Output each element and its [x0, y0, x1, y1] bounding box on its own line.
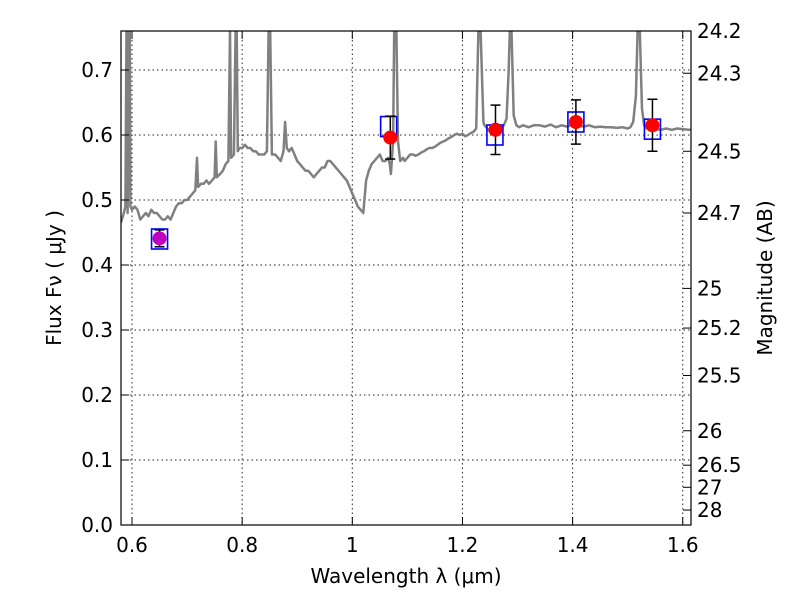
model-photometry-square: [150, 228, 169, 250]
y-tick-label: 0.3: [81, 318, 113, 342]
x-tick-label: 1.6: [667, 533, 699, 557]
ticks: 0.6 0.8 1 1.2 1.4 1.6 0.0 0.1 0.2 0.3 0.4 0.5 0.6 0.7…: [81, 19, 741, 557]
y-tick-label: 0.7: [81, 58, 113, 82]
right-tick-label: 24.2: [697, 19, 742, 43]
y-axis-label: Flux Fν ( μJy ): [42, 210, 66, 346]
y-tick-label: 0.0: [81, 513, 113, 537]
right-tick-label: 26.5: [697, 453, 742, 477]
x-axis-label: Wavelength λ (μm): [310, 564, 501, 588]
model-spectrum-layer: [121, 31, 691, 224]
right-tick-label: 28: [697, 498, 722, 522]
right-tick-label: 25.2: [697, 316, 742, 340]
right-tick-label: 24.5: [697, 139, 742, 163]
x-tick-label: 0.8: [226, 533, 258, 557]
x-tick-label: 1: [346, 533, 359, 557]
plot-frame: [120, 30, 692, 526]
right-tick-label: 25: [697, 276, 722, 300]
x-tick-label: 0.6: [116, 533, 148, 557]
observed-point: [488, 122, 503, 137]
model-spectrum-line: [121, 31, 691, 224]
right-tick-label: 24.7: [697, 201, 742, 225]
y-tick-label: 0.4: [81, 253, 113, 277]
right-tick-label: 24.3: [697, 61, 742, 85]
x-tick-label: 1.4: [557, 533, 589, 557]
observed-point: [383, 130, 398, 145]
right-tick-label: 27: [697, 475, 722, 499]
observed-point: [645, 118, 660, 133]
observed-photometry-layer: [152, 98, 660, 248]
observed-point: [152, 231, 167, 246]
right-tick-label: 25.5: [697, 364, 742, 388]
right-tick-label: 26: [697, 419, 722, 443]
y-tick-label: 0.6: [81, 123, 113, 147]
observed-point: [568, 115, 583, 129]
y-tick-label: 0.1: [81, 448, 113, 472]
y-tick-label: 0.5: [81, 188, 113, 212]
y-tick-label: 0.2: [81, 383, 113, 407]
y-axis-right-label: Magnitude (AB): [753, 200, 777, 355]
grid: [121, 31, 691, 526]
x-tick-label: 1.2: [447, 533, 479, 557]
